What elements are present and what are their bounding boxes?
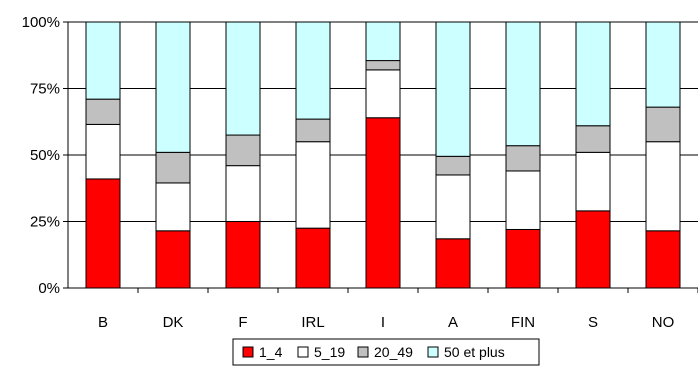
bar-segment-50-et-plus-IRL xyxy=(295,21,331,120)
bar-segment-1_4-B xyxy=(85,178,121,289)
legend-swatch-5_19 xyxy=(297,346,309,358)
bar-segment-1_4-F xyxy=(225,221,261,289)
legend-label-1_4: 1_4 xyxy=(259,344,283,360)
bar-segment-5_19-I xyxy=(365,69,401,119)
bar-segment-20_49-B xyxy=(85,98,121,125)
y-tick-label: 0% xyxy=(38,280,60,297)
y-tick-label: 50% xyxy=(30,147,60,164)
legend-label-50-et-plus: 50 et plus xyxy=(444,344,505,360)
bar-segment-5_19-IRL xyxy=(295,141,331,229)
bar-segment-50-et-plus-I xyxy=(365,21,401,62)
bar-segment-50-et-plus-S xyxy=(575,21,611,127)
category-label-NO: NO xyxy=(652,314,675,331)
bar-segment-1_4-DK xyxy=(155,230,191,289)
axes xyxy=(63,21,698,293)
bar-segment-5_19-F xyxy=(225,165,261,222)
y-tick-label: 25% xyxy=(30,214,60,231)
bar-segment-1_4-S xyxy=(575,210,611,289)
category-label-F: F xyxy=(238,314,247,331)
category-label-B: B xyxy=(98,314,108,331)
bar-segment-1_4-A xyxy=(435,238,471,289)
bar-segment-20_49-I xyxy=(365,60,401,71)
bar-segment-1_4-I xyxy=(365,117,401,289)
bar-segment-50-et-plus-FIN xyxy=(505,21,541,147)
category-label-I: I xyxy=(381,314,385,331)
category-label-A: A xyxy=(448,314,458,331)
legend: 1_4 5_19 20_49 50 et plus xyxy=(232,338,540,366)
legend-label-5_19: 5_19 xyxy=(314,344,345,360)
y-tick-label: 100% xyxy=(22,14,60,31)
legend-swatch-50-et-plus xyxy=(427,346,439,358)
bar-segment-20_49-F xyxy=(225,134,261,167)
legend-swatch-1_4 xyxy=(242,346,254,358)
bar-segment-20_49-DK xyxy=(155,151,191,184)
bar-segment-50-et-plus-A xyxy=(435,21,471,157)
y-tick-label: 75% xyxy=(30,81,60,98)
category-label-FIN: FIN xyxy=(511,314,535,331)
legend-box xyxy=(232,338,540,366)
bar-segment-5_19-NO xyxy=(645,141,681,232)
bar-segment-1_4-NO xyxy=(645,230,681,289)
bar-segment-20_49-FIN xyxy=(505,145,541,172)
legend-swatch-20_49 xyxy=(357,346,369,358)
bar-segment-1_4-IRL xyxy=(295,227,331,289)
bar-segment-50-et-plus-B xyxy=(85,21,121,100)
y-tick-labels: 0% 25% 50% 75% 100% xyxy=(22,14,60,297)
bar-segment-5_19-FIN xyxy=(505,170,541,230)
bar-segment-20_49-NO xyxy=(645,106,681,143)
bar-segment-50-et-plus-NO xyxy=(645,21,681,108)
bars xyxy=(85,21,681,289)
bar-segment-50-et-plus-F xyxy=(225,21,261,136)
bar-segment-5_19-B xyxy=(85,123,121,180)
bar-segment-5_19-S xyxy=(575,151,611,212)
category-label-IRL: IRL xyxy=(301,314,324,331)
bar-segment-5_19-DK xyxy=(155,182,191,232)
category-label-DK: DK xyxy=(163,314,184,331)
category-labels: B DK F IRL I A FIN S NO xyxy=(98,314,674,331)
bar-segment-20_49-IRL xyxy=(295,118,331,143)
legend-label-20_49: 20_49 xyxy=(374,344,413,360)
bar-segment-1_4-FIN xyxy=(505,228,541,289)
category-label-S: S xyxy=(588,314,598,331)
bar-segment-20_49-A xyxy=(435,155,471,176)
bar-segment-20_49-S xyxy=(575,125,611,153)
bar-segment-5_19-A xyxy=(435,174,471,240)
bar-segment-50-et-plus-DK xyxy=(155,21,191,153)
